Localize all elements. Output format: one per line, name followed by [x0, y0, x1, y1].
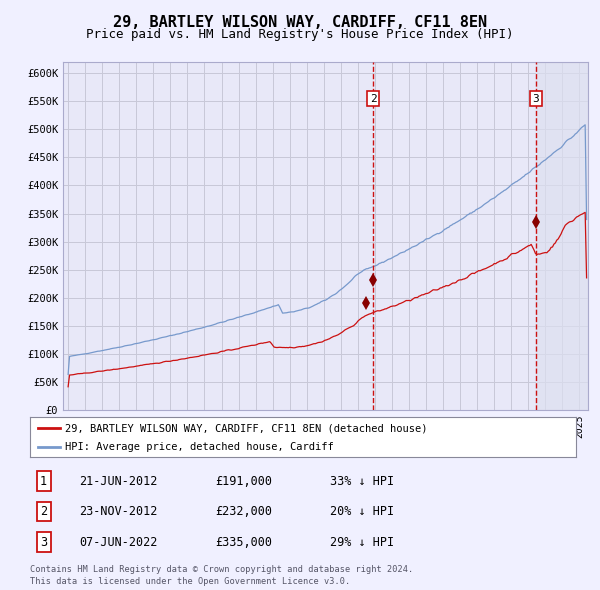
- Text: £335,000: £335,000: [215, 536, 272, 549]
- Text: This data is licensed under the Open Government Licence v3.0.: This data is licensed under the Open Gov…: [30, 577, 350, 586]
- Text: 1: 1: [40, 474, 47, 487]
- Bar: [536, 62, 588, 410]
- Text: Price paid vs. HM Land Registry's House Price Index (HPI): Price paid vs. HM Land Registry's House …: [86, 28, 514, 41]
- Text: 3: 3: [532, 93, 539, 103]
- Text: 21-JUN-2012: 21-JUN-2012: [79, 474, 158, 487]
- Text: HPI: Average price, detached house, Cardiff: HPI: Average price, detached house, Card…: [65, 442, 334, 452]
- Text: 29, BARTLEY WILSON WAY, CARDIFF, CF11 8EN: 29, BARTLEY WILSON WAY, CARDIFF, CF11 8E…: [113, 15, 487, 30]
- Text: £232,000: £232,000: [215, 505, 272, 518]
- Text: 2: 2: [40, 505, 47, 518]
- Text: 3: 3: [40, 536, 47, 549]
- Text: 07-JUN-2022: 07-JUN-2022: [79, 536, 158, 549]
- Text: 20% ↓ HPI: 20% ↓ HPI: [331, 505, 394, 518]
- Text: Contains HM Land Registry data © Crown copyright and database right 2024.: Contains HM Land Registry data © Crown c…: [30, 565, 413, 574]
- Text: 29% ↓ HPI: 29% ↓ HPI: [331, 536, 394, 549]
- Text: 33% ↓ HPI: 33% ↓ HPI: [331, 474, 394, 487]
- Text: £191,000: £191,000: [215, 474, 272, 487]
- Text: 2: 2: [370, 93, 376, 103]
- Text: 23-NOV-2012: 23-NOV-2012: [79, 505, 158, 518]
- Text: 29, BARTLEY WILSON WAY, CARDIFF, CF11 8EN (detached house): 29, BARTLEY WILSON WAY, CARDIFF, CF11 8E…: [65, 424, 428, 434]
